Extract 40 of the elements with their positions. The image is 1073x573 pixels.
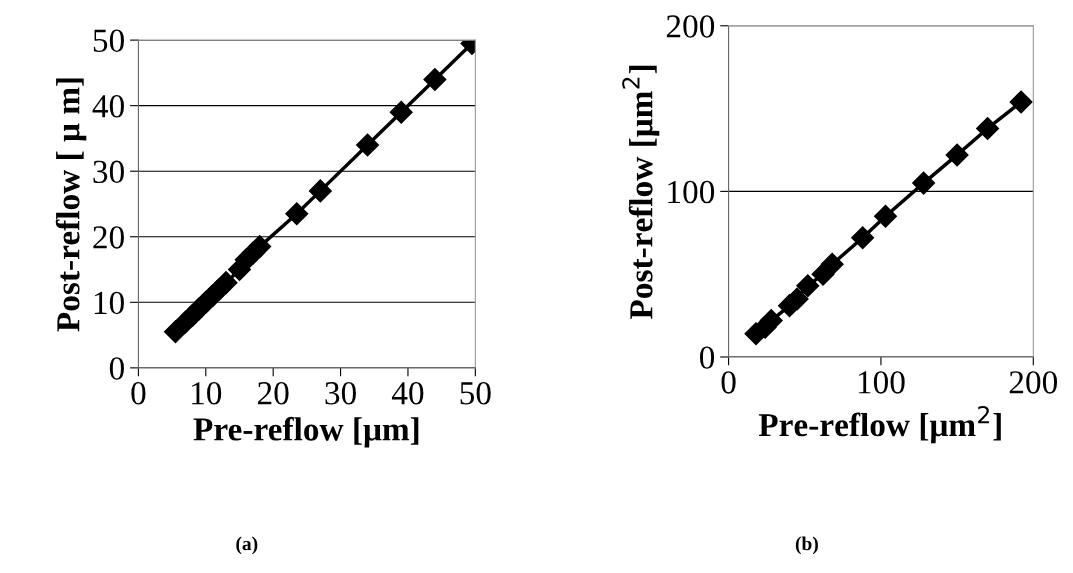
- x-tick-label: 20: [257, 382, 289, 405]
- point: [248, 235, 272, 259]
- x-axis-title: Pre-reflow [μm$^{2}$]: [758, 405, 1001, 444]
- x-tick-label: 0: [131, 382, 146, 405]
- point: [308, 179, 332, 203]
- x-tick-label: 50: [460, 382, 491, 405]
- x-tick-label: 0: [721, 371, 736, 394]
- point: [976, 116, 1000, 140]
- point: [851, 226, 875, 250]
- y-axis-title: Post-reflow [ μ m]: [55, 78, 87, 332]
- y-tick-label: 200: [666, 15, 715, 38]
- y-axis-title: Post-reflow [μm$^{2}$]: [622, 65, 660, 319]
- point: [389, 100, 413, 124]
- y-tick-label: 30: [93, 160, 124, 184]
- y-tick-label: 100: [668, 180, 715, 204]
- point: [945, 143, 969, 167]
- y-tick-label: 0: [109, 357, 124, 380]
- y-tick-label: 20: [93, 226, 124, 249]
- point: [796, 274, 820, 298]
- x-axis-title: Pre-reflow [μm]: [193, 416, 419, 448]
- x-tick-label: 30: [325, 382, 356, 405]
- point: [1009, 90, 1033, 114]
- point: [820, 252, 844, 276]
- point: [759, 309, 783, 333]
- y-tick-label: 10: [94, 291, 124, 315]
- text: (b): [795, 536, 818, 555]
- point: [912, 171, 936, 195]
- point: [214, 271, 238, 295]
- point: [356, 133, 380, 157]
- y-tick-label: 40: [92, 95, 124, 118]
- point: [285, 202, 309, 226]
- point: [423, 67, 447, 91]
- x-tick-label: 40: [391, 382, 424, 405]
- point: [874, 204, 898, 228]
- x-tick-label: 100: [858, 371, 905, 394]
- text: (a): [236, 536, 258, 555]
- x-tick-label: 200: [1009, 371, 1058, 394]
- y-tick-label: 0: [699, 346, 715, 369]
- y-tick-label: 50: [93, 29, 124, 52]
- x-tick-label: 10: [192, 382, 222, 405]
